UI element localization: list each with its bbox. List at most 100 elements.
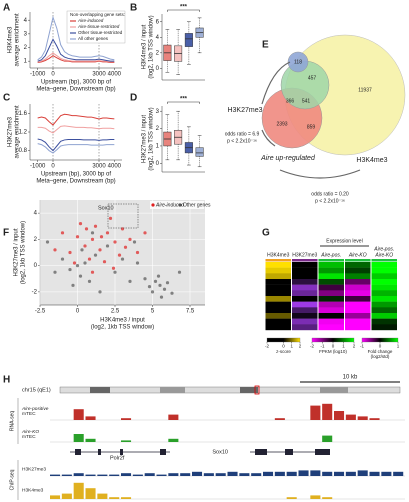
scatter-point [87, 257, 92, 261]
heatmap-cell [371, 313, 397, 319]
gene-label: Polr2f [110, 455, 125, 461]
colorbar-tick-label: 1 [342, 344, 345, 349]
coverage-bar [180, 473, 191, 476]
scatter-point [153, 279, 158, 283]
heatmap-cell [318, 318, 344, 325]
heatmap-cell [318, 284, 344, 291]
heatmap-cell [371, 318, 397, 325]
scatter-point [90, 231, 95, 235]
stat-label: p < 2.2x10⁻¹⁶ [315, 198, 345, 204]
heatmap-cell [345, 307, 371, 314]
column-label: H3K27me3 [292, 252, 317, 258]
column-bar [265, 259, 291, 262]
scatter-point [90, 270, 95, 274]
x-tick-label: -1000 [30, 72, 46, 78]
venn-arrow [261, 61, 291, 105]
exon [255, 449, 267, 455]
scatter-point [105, 231, 110, 235]
coverage-bar [121, 473, 132, 476]
highlight-box [107, 203, 139, 229]
coverage-bar [109, 474, 120, 476]
ideogram-band [160, 387, 185, 393]
coverage-bar [85, 474, 96, 476]
heatmap-cell [371, 301, 397, 308]
x-tick-label: 4000 [108, 72, 122, 78]
coverage-bar [286, 471, 297, 476]
scatter-point [120, 257, 125, 261]
y-axis-label: (log2, 1kb TSS window) [149, 107, 155, 170]
line-series [37, 38, 115, 62]
legend-label: All other genes [78, 36, 109, 41]
heatmap-cell [345, 313, 371, 319]
y-tick-label: 3 [156, 109, 160, 115]
venn [261, 34, 406, 179]
heatmap-cell [318, 290, 344, 297]
coverage-bar [85, 416, 96, 420]
scatter-point [84, 227, 89, 231]
column-label: H3K4me3 [267, 252, 289, 258]
heatmap-cell [265, 267, 291, 274]
scatter-point [80, 248, 84, 252]
scatter-point [71, 283, 75, 287]
heatmap-cell [371, 307, 397, 314]
colorbar-title: (log2/std) [371, 354, 390, 359]
scatter-point [117, 253, 122, 257]
colorbar [311, 337, 355, 343]
significance-bracket [167, 9, 200, 12]
scatter-point [93, 253, 98, 257]
ideogram-band [90, 387, 110, 393]
x-tick-label: 7.5 [186, 309, 195, 315]
coverage-bar [132, 474, 143, 476]
line-series [37, 55, 115, 64]
coverage-bar [310, 470, 321, 476]
coverage-bar [85, 488, 96, 499]
y-tick-label: 2 [156, 50, 160, 56]
track-label: H3K4me3 [22, 487, 44, 493]
coverage-bar [263, 471, 274, 476]
colorbar-tick-label: -1 [360, 344, 364, 349]
column-bar [371, 259, 397, 262]
colorbar-tick-label: 0 [379, 344, 382, 349]
panel-letter: A [3, 3, 10, 14]
heatmap-cell [318, 324, 344, 331]
coverage-bar [121, 497, 132, 499]
ideogram-locus [254, 385, 260, 395]
venn-arrow [261, 129, 276, 147]
coverage-bar [286, 497, 297, 499]
coverage-bar [168, 438, 179, 442]
legend-label: Other tissue-restricted [78, 30, 123, 35]
x-tick-label: 0 [51, 164, 55, 170]
scatter-point [45, 240, 50, 244]
box [195, 147, 204, 157]
x-tick-label: 0 [76, 309, 80, 315]
y-tick-label: 4 [24, 18, 28, 24]
colorbar-tick-label: -2 [310, 344, 314, 349]
coverage-bar [393, 471, 404, 476]
coverage-bar [73, 482, 84, 499]
heatmap-cell [345, 273, 371, 280]
heatmap-cell [318, 296, 344, 302]
column-bar [345, 259, 371, 262]
heatmap-cell [265, 318, 291, 325]
coverage-bar [109, 497, 120, 499]
scatter-point [170, 291, 174, 295]
x-tick-label: -2.5 [35, 309, 46, 315]
panel-letter: B [130, 3, 137, 14]
colorbar-title: FPKM (log10) [319, 349, 347, 354]
scale-label: 10 kb [343, 375, 358, 381]
ideogram [59, 386, 401, 394]
y-axis-label: (log2, 1kb TSS window) [149, 15, 155, 78]
heatmap-cell [371, 279, 397, 285]
scatter-point [93, 224, 98, 228]
scatter-point [177, 270, 182, 274]
scatter-point [72, 261, 77, 265]
line-series [37, 52, 115, 63]
track-label: H3K27me3 [22, 466, 46, 472]
stat-label: p < 2.2x10⁻¹⁶ [227, 138, 257, 144]
scatter-point [102, 260, 107, 264]
coverage-bar [274, 471, 285, 476]
column-bar [292, 259, 318, 262]
coverage-bar [239, 473, 250, 476]
coverage-bar [369, 418, 380, 420]
plot-background [40, 200, 205, 305]
